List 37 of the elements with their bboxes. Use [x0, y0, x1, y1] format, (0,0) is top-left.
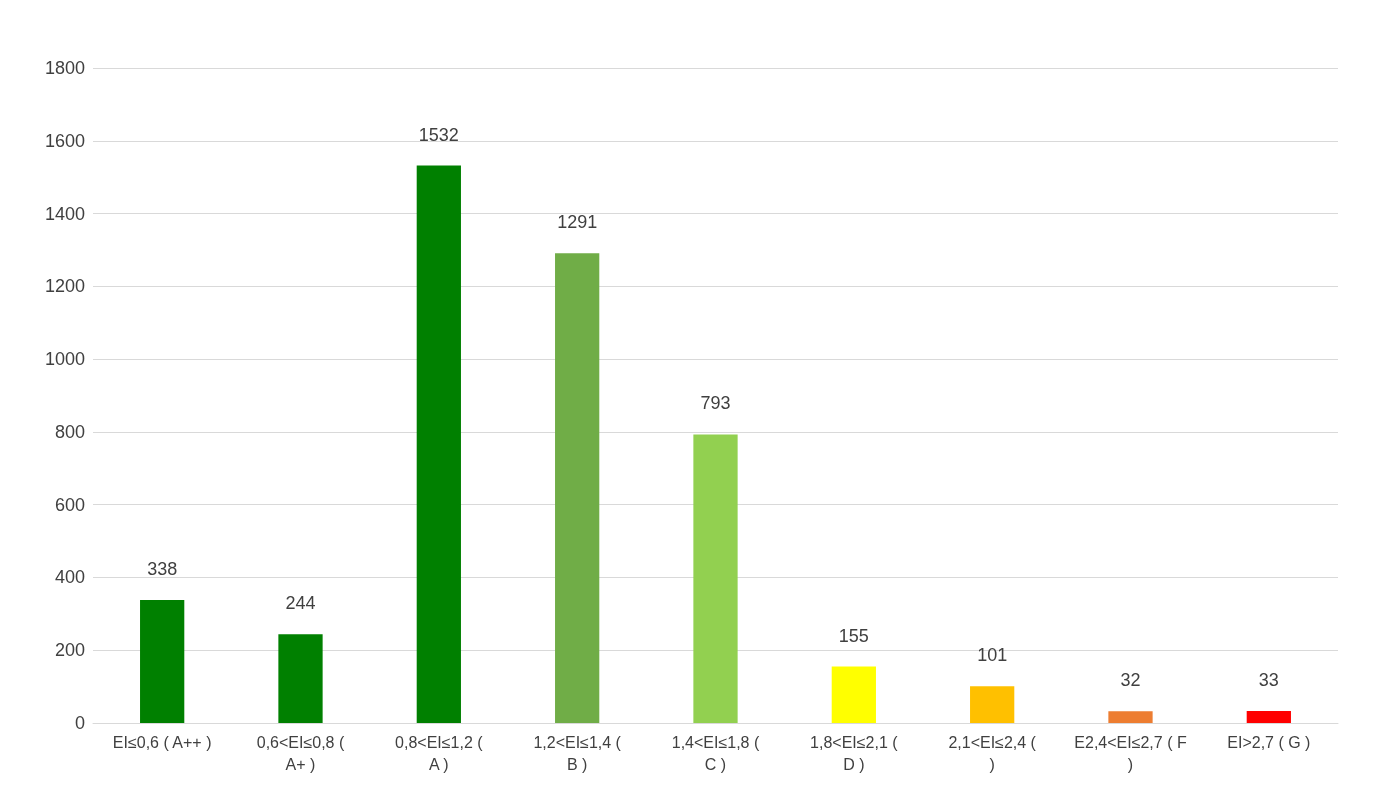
x-tick-label: EI>2,7 ( G ) — [1227, 733, 1311, 751]
x-tick-label: 1,4<EI≤1,8 ( C ) — [671, 733, 760, 773]
bar — [1108, 711, 1153, 723]
x-tick-label: 0,8<EI≤1,2 ( A ) — [395, 733, 484, 773]
data-label: 32 — [1120, 670, 1141, 691]
x-tick-label: 1,8<EI≤2,1 ( D ) — [810, 733, 899, 773]
y-tick-label: 1400 — [44, 203, 85, 224]
y-tick-label: 1800 — [44, 58, 85, 78]
y-tick-label: 1200 — [44, 276, 85, 297]
data-label: 155 — [838, 625, 869, 646]
data-label: 101 — [977, 645, 1008, 666]
data-label: 338 — [147, 559, 178, 580]
bar — [140, 600, 185, 723]
x-tick-label: EI≤0,6 ( A++ ) — [112, 733, 212, 751]
x-tick-label: E2,4<EI≤2,7 ( F ) — [1074, 733, 1187, 773]
bar — [555, 253, 600, 723]
x-tick-label: 2,1<EI≤2,4 ( ) — [948, 733, 1037, 773]
bar — [278, 634, 323, 723]
bar — [416, 165, 461, 723]
bar — [970, 686, 1015, 723]
data-label: 1532 — [418, 124, 459, 145]
bar — [1246, 710, 1291, 723]
y-tick-label: 1600 — [44, 130, 85, 151]
data-label: 33 — [1258, 669, 1279, 690]
x-tick-label: 1,2<EI≤1,4 ( B ) — [533, 733, 622, 773]
y-tick-label: 200 — [54, 640, 85, 661]
data-label: 244 — [285, 593, 316, 614]
y-tick-label: 1000 — [44, 349, 85, 370]
y-tick-label: 0 — [74, 713, 85, 733]
bar — [693, 434, 738, 723]
bar — [831, 666, 876, 723]
y-tick-label: 600 — [54, 494, 85, 515]
x-tick-label: 0,6<EI≤0,8 ( A+ ) — [256, 733, 345, 773]
data-label: 1291 — [557, 212, 598, 233]
y-tick-label: 800 — [54, 421, 85, 442]
y-tick-label: 400 — [54, 567, 85, 588]
data-label: 793 — [700, 393, 731, 414]
